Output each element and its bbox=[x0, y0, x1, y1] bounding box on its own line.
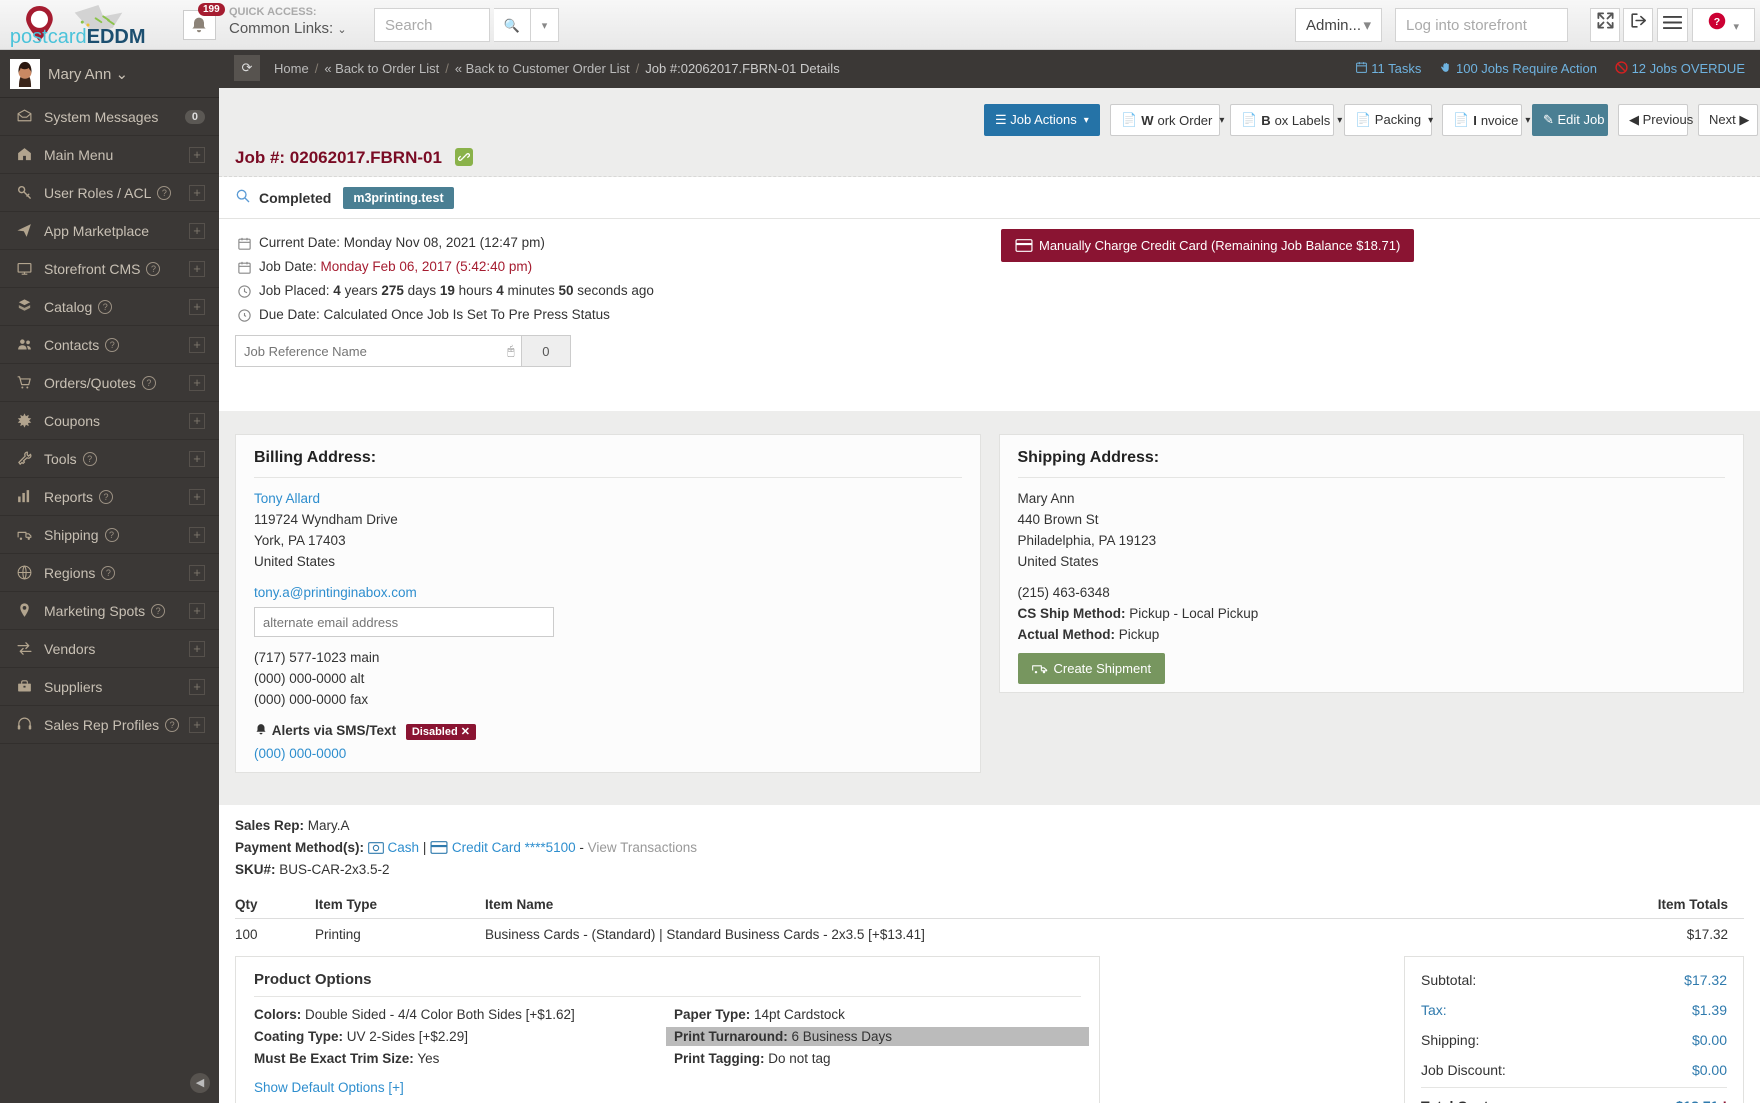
svg-text:?: ? bbox=[1714, 16, 1720, 28]
svg-text:postcardEDDM: postcardEDDM bbox=[10, 26, 146, 48]
